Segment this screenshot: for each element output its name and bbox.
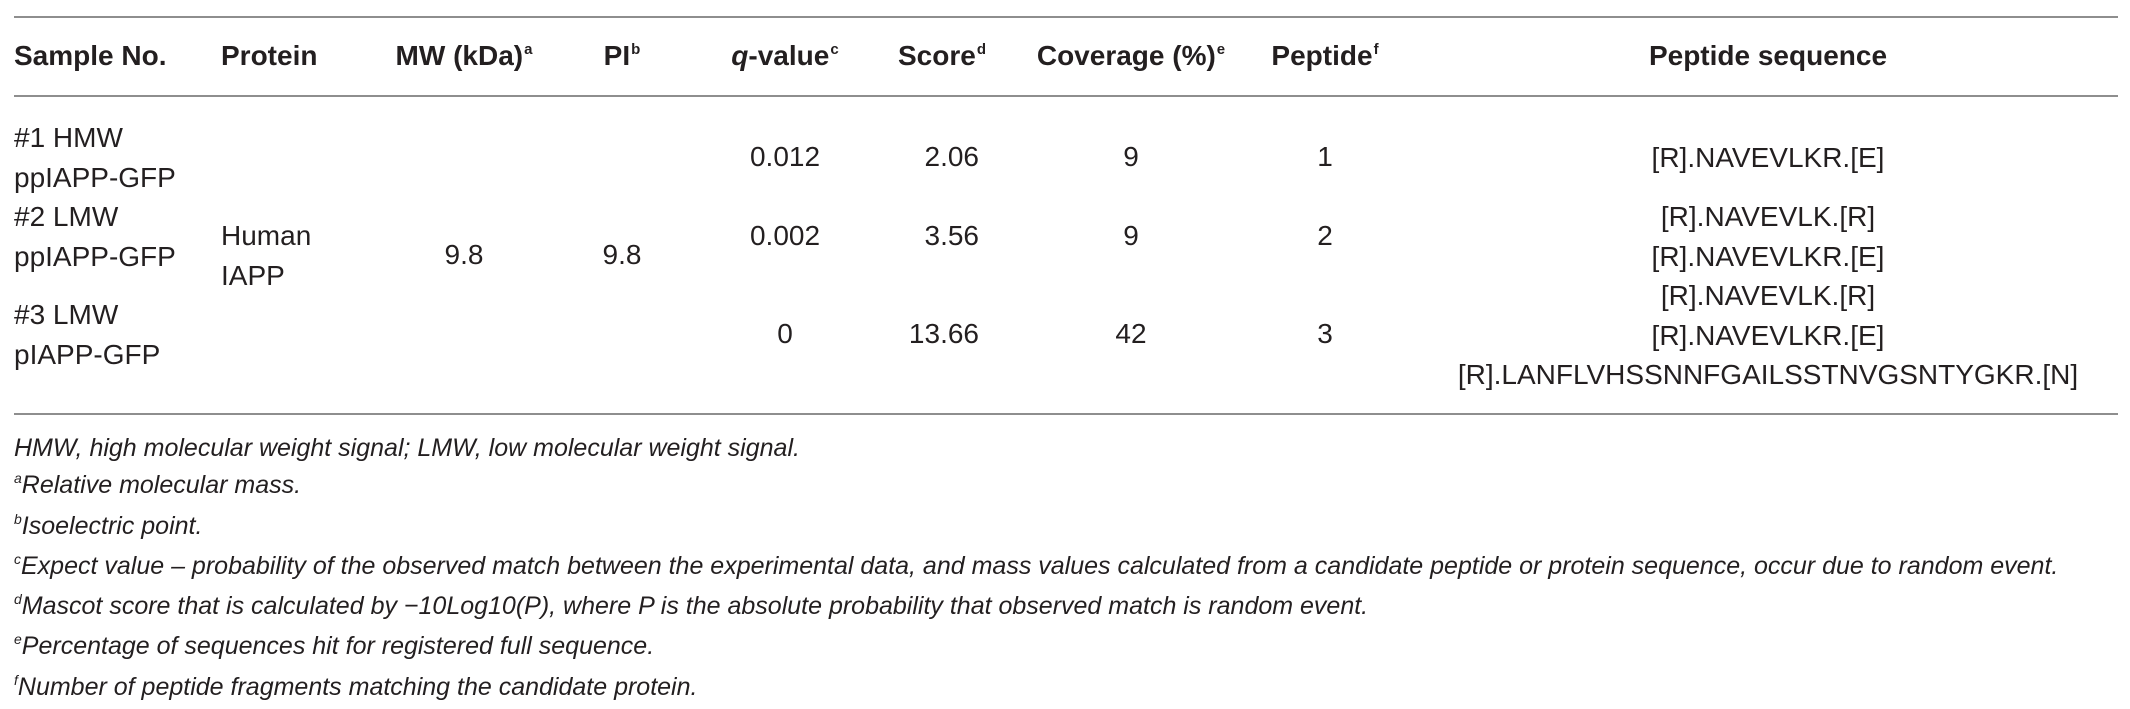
header-peptide-text: Peptide	[1271, 40, 1373, 71]
footnote-d-marker: d	[14, 591, 22, 608]
sequence-line: [R].NAVEVLKR.[E]	[1651, 319, 1885, 351]
footnote-e-marker: e	[14, 631, 22, 648]
score-cell: 2.06	[924, 141, 980, 172]
header-peptide-sequence: Peptide sequence	[1649, 37, 1887, 75]
header-protein: Protein	[221, 37, 317, 75]
footnote-abbreviations-text: HMW, high molecular weight signal; LMW, …	[14, 434, 800, 462]
footnote-c-marker: c	[14, 550, 21, 567]
coverage-cell: 42	[1115, 318, 1147, 349]
footnote-c-text: Expect value – probability of the observ…	[21, 551, 2059, 580]
footnote-b: bIsoelectric point.	[14, 508, 2058, 548]
coverage-cell: 9	[1123, 220, 1139, 251]
header-mw-text: MW (kDa)	[395, 40, 524, 71]
sequence-cell: [R].NAVEVLKR.[E]	[1652, 138, 1885, 178]
header-sample-no-text: Sample No.	[14, 40, 167, 71]
sample-line-1: #3 LMW	[14, 299, 119, 330]
score-cell: 13.66	[908, 318, 979, 349]
pi-cell: 9.8	[602, 239, 642, 270]
header-coverage-sup: e	[1216, 41, 1226, 58]
protein-line-1: Human	[221, 220, 312, 251]
protein-cell: Human IAPP	[221, 216, 311, 295]
footnote-d-text: Mascot score that is calculated by −10Lo…	[21, 592, 1369, 621]
header-pi-sup: b	[631, 41, 641, 58]
footnote-b-text: Isoelectric point.	[21, 511, 203, 540]
sample-cell: #3 LMW pIAPP-GFP	[14, 295, 160, 374]
sequence-cell: [R].NAVEVLK.[R] [R].NAVEVLKR.[E]	[1652, 197, 1885, 276]
table-header-rule	[14, 95, 2118, 97]
sequence-line: [R].NAVEVLK.[R]	[1660, 280, 1876, 311]
sample-cell: #2 LMW ppIAPP-GFP	[14, 197, 176, 276]
sequence-cell: [R].NAVEVLK.[R] [R].NAVEVLKR.[E] [R].LAN…	[1458, 276, 2078, 395]
sequence-line: [R].NAVEVLKR.[E]	[1651, 240, 1885, 272]
footnote-e: ePercentage of sequences hit for registe…	[14, 628, 2058, 668]
sequence-line: [R].NAVEVLKR.[E]	[1651, 142, 1885, 173]
sequence-line: [R].LANFLVHSSNNFGAILSSTNVGSNTYGKR.[N]	[1457, 359, 2079, 390]
footnote-abbreviations: HMW, high molecular weight signal; LMW, …	[14, 430, 2058, 467]
header-qvalue: q-valuec	[731, 37, 838, 80]
sample-line-1: #1 HMW	[14, 122, 123, 153]
header-score-text: Score	[898, 40, 976, 71]
table-top-rule	[14, 16, 2118, 18]
qvalue-cell: 0.002	[749, 220, 821, 251]
header-score: Scored	[898, 37, 986, 80]
table-footnotes: HMW, high molecular weight signal; LMW, …	[14, 430, 2058, 709]
header-pi: PIb	[604, 37, 641, 80]
mw-cell: 9.8	[444, 239, 484, 270]
footnote-f: fNumber of peptide fragments matching th…	[14, 669, 2058, 709]
header-peptide: Peptidef	[1271, 37, 1378, 80]
qvalue-cell: 0.012	[749, 141, 821, 172]
header-qvalue-text: -value	[748, 40, 830, 71]
coverage-cell: 9	[1123, 141, 1139, 172]
header-mw-sup: a	[524, 41, 533, 58]
sequence-line: [R].NAVEVLK.[R]	[1660, 201, 1876, 232]
qvalue-cell: 0	[777, 318, 793, 349]
header-peptide-sup: f	[1373, 41, 1379, 58]
header-peptide-sequence-text: Peptide sequence	[1648, 40, 1888, 71]
footnote-f-text: Number of peptide fragments matching the…	[17, 672, 698, 701]
header-sample-no: Sample No.	[14, 37, 166, 75]
score-cell: 3.56	[924, 220, 980, 251]
sample-line-2: pIAPP-GFP	[14, 338, 161, 370]
sample-line-1: #2 LMW	[14, 201, 119, 232]
protein-line-2: IAPP	[221, 259, 285, 291]
table-bottom-rule	[14, 413, 2118, 415]
header-qvalue-sup: c	[830, 41, 839, 58]
peptide-count-cell: 3	[1317, 318, 1333, 349]
footnote-a-marker: a	[14, 470, 22, 487]
sample-cell: #1 HMW ppIAPP-GFP	[14, 118, 176, 197]
header-protein-text: Protein	[221, 40, 318, 71]
footnote-e-text: Percentage of sequences hit for register…	[21, 632, 655, 661]
footnote-b-marker: b	[14, 510, 22, 527]
header-coverage-text: Coverage (%)	[1036, 40, 1216, 71]
header-coverage: Coverage (%)e	[1037, 37, 1225, 80]
header-score-sup: d	[976, 41, 986, 58]
peptide-count-cell: 2	[1317, 220, 1333, 251]
sample-line-2: ppIAPP-GFP	[14, 161, 176, 193]
footnote-c: cExpect value – probability of the obser…	[14, 548, 2058, 588]
header-qvalue-q: q	[731, 40, 749, 71]
peptide-count-cell: 1	[1317, 141, 1333, 172]
footnote-f-marker: f	[14, 671, 18, 688]
footnote-a: aRelative molecular mass.	[14, 467, 2058, 507]
header-pi-text: PI	[603, 40, 631, 71]
footnote-a-text: Relative molecular mass.	[21, 471, 302, 500]
footnote-d: dMascot score that is calculated by −10L…	[14, 588, 2058, 628]
sample-line-2: ppIAPP-GFP	[14, 240, 176, 272]
header-mw: MW (kDa)a	[396, 37, 533, 80]
